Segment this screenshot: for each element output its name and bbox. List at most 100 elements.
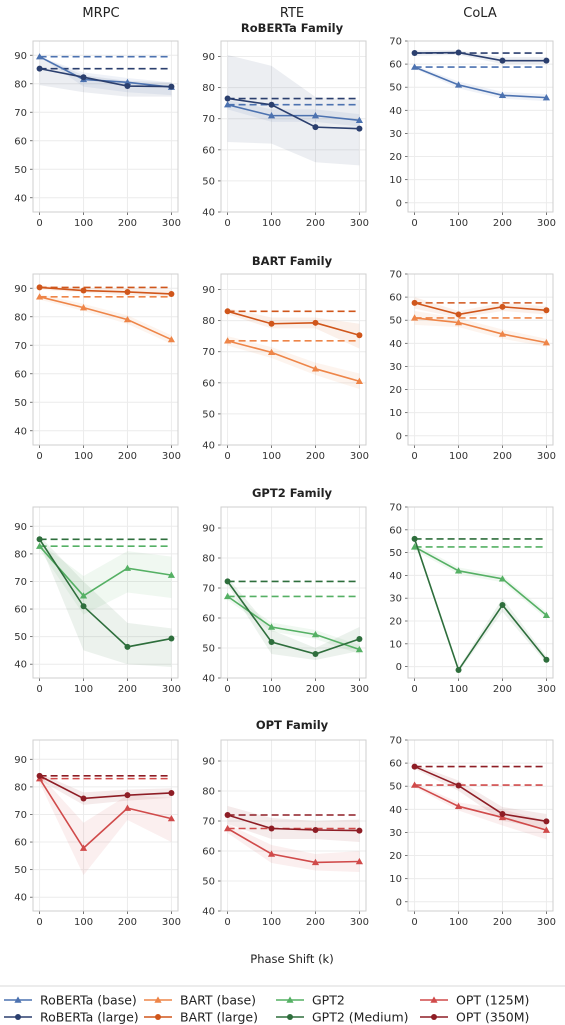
point-gpt2-medium	[36, 536, 43, 543]
series-line-opt-350m	[414, 765, 547, 823]
point-opt-350m	[499, 810, 506, 817]
band-bart-base	[39, 293, 172, 344]
y-tick-label: 0	[396, 662, 402, 673]
y-tick-label: 60	[14, 605, 27, 616]
y-tick-label: 50	[14, 398, 27, 409]
y-tick-label: 80	[14, 549, 27, 560]
column-title-rte: RTE	[280, 6, 304, 21]
y-tick-label: 60	[389, 759, 402, 770]
band-opt-125m	[39, 774, 172, 876]
band-gpt2-medium	[39, 535, 172, 667]
y-tick-label: 90	[202, 285, 215, 296]
point-roberta-base	[223, 101, 232, 108]
point-opt-125m	[267, 850, 276, 857]
y-tick-label: 90	[202, 52, 215, 63]
legend-label: OPT (350M)	[456, 1010, 529, 1025]
series-line-opt-350m	[39, 775, 172, 800]
x-tick-label: 0	[411, 218, 417, 229]
point-gpt2-medium	[455, 667, 462, 674]
x-tick-label: 100	[74, 451, 93, 462]
point-gpt2-medium	[411, 535, 418, 542]
point-gpt2-medium	[124, 643, 131, 650]
panel-bart-cola: 0 100 200 300 0 10 20 30 40 50 60 70	[389, 270, 556, 463]
point-opt-125m	[79, 844, 88, 851]
plot-frame	[32, 506, 179, 679]
legend-label: BART (large)	[180, 1010, 258, 1025]
point-opt-350m	[224, 812, 231, 818]
series-line-gpt2	[38, 545, 172, 597]
plot-frame	[407, 40, 554, 213]
y-tick-label: 80	[202, 787, 215, 798]
y-tick-label: 10	[389, 874, 402, 885]
point-bart-large	[543, 307, 550, 314]
plot-frame	[407, 273, 554, 446]
y-tick-label: 50	[14, 632, 27, 643]
x-tick-label: 300	[350, 917, 369, 928]
legend-item-bart-large: BART (large)	[144, 1010, 258, 1025]
legend: RoBERTa (base) RoBERTa (large) BART (base)…	[0, 985, 565, 1025]
series-line-bart-base	[39, 296, 172, 341]
x-tick-label: 100	[449, 218, 468, 229]
legend-label: GPT2 (Medium)	[312, 1010, 409, 1025]
y-tick-label: 80	[14, 312, 27, 323]
y-tick-label: 60	[389, 293, 402, 304]
point-roberta-base	[410, 63, 419, 70]
y-tick-label: 60	[389, 525, 402, 536]
y-tick-label: 0	[396, 431, 402, 442]
y-tick-label: 60	[202, 378, 215, 389]
panel-opt-cola: 0 100 200 300 0 10 20 30 40 50 60 70	[389, 736, 556, 929]
point-bart-base	[223, 337, 232, 344]
x-tick-label: 300	[350, 451, 369, 462]
point-opt-350m	[312, 827, 319, 833]
point-bart-large	[356, 332, 363, 339]
legend-marker	[155, 1014, 161, 1020]
y-tick-label: 40	[389, 571, 402, 582]
legend-marker	[430, 996, 438, 1003]
plot-area	[33, 274, 178, 445]
point-gpt2	[223, 592, 232, 600]
point-roberta-large	[36, 65, 43, 72]
point-opt-125m	[123, 804, 132, 811]
point-opt-350m	[80, 795, 87, 802]
y-tick-label: 70	[202, 347, 215, 358]
point-bart-large	[455, 311, 462, 318]
series-line-opt-125m	[38, 778, 172, 850]
point-bart-base	[410, 314, 419, 321]
point-roberta-base	[35, 53, 44, 60]
y-tick-label: 10	[389, 175, 402, 186]
point-opt-125m	[454, 802, 463, 810]
y-tick-label: 60	[202, 614, 215, 625]
y-tick-label: 20	[389, 152, 402, 163]
point-gpt2-medium	[543, 656, 550, 663]
legend-label: OPT (125M)	[456, 993, 529, 1008]
y-tick-label: 50	[389, 782, 402, 793]
plot-area	[33, 740, 178, 911]
x-tick-label: 300	[350, 684, 369, 695]
y-tick-label: 20	[389, 851, 402, 862]
series-line-gpt2	[414, 546, 547, 616]
point-gpt2	[267, 623, 276, 630]
y-tick-label: 40	[389, 805, 402, 816]
series-line-bart-base	[227, 340, 360, 383]
y-tick-label: 80	[14, 79, 27, 90]
legend-marker	[15, 1014, 21, 1020]
y-tick-label: 60	[389, 60, 402, 71]
legend-label: RoBERTa (base)	[40, 993, 137, 1008]
y-tick-label: 90	[14, 522, 27, 533]
point-roberta-base	[542, 94, 551, 101]
point-bart-large	[312, 319, 319, 326]
y-tick-label: 90	[202, 757, 215, 768]
band-bart-large	[414, 297, 547, 318]
plot-area	[408, 274, 553, 445]
band-opt-350m	[227, 806, 360, 842]
y-tick-label: 50	[202, 409, 215, 420]
y-tick-label: 80	[202, 83, 215, 94]
point-bart-large	[411, 299, 418, 306]
x-tick-label: 0	[224, 917, 230, 928]
point-opt-350m	[411, 763, 418, 770]
y-tick-label: 70	[202, 114, 215, 125]
y-tick-label: 10	[389, 408, 402, 419]
panel-gpt2-mrpc: 0 100 200 300 40 50 60 70 80 90	[14, 506, 181, 695]
y-tick-label: 70	[14, 108, 27, 119]
y-tick-label: 40	[202, 907, 215, 918]
